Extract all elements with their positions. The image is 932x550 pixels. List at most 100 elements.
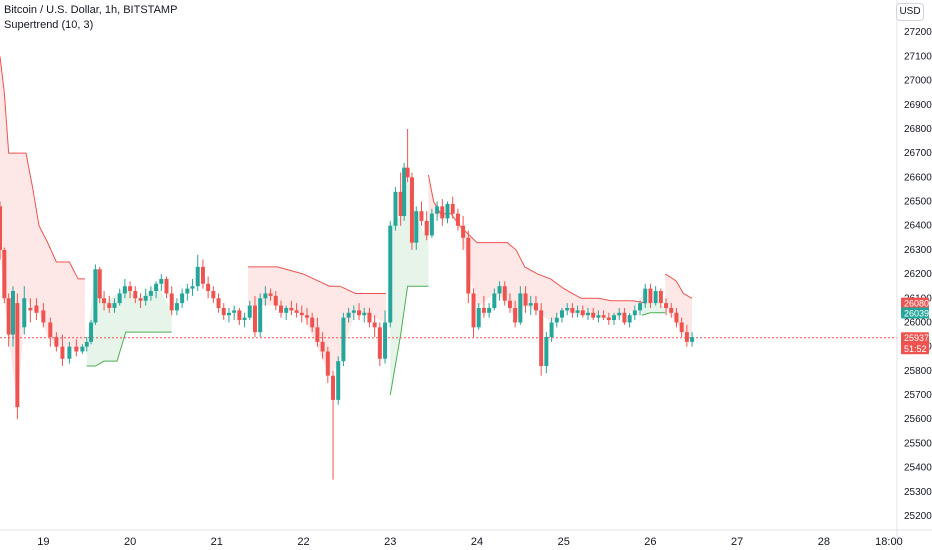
candle-body [664, 303, 669, 308]
candle-body [258, 298, 263, 333]
candle-body [289, 307, 294, 311]
candle-body [414, 211, 419, 243]
candle-body [435, 206, 440, 214]
candle-body [377, 327, 382, 359]
candle [638, 300, 643, 316]
candle-body [0, 206, 2, 250]
candle-body [216, 298, 221, 308]
candle [263, 286, 268, 306]
time-tick-label: 28 [818, 536, 830, 548]
currency-button[interactable]: USD [896, 3, 924, 21]
candle-body [80, 346, 85, 352]
supertrend-down-line [0, 56, 85, 280]
supertrend-down-line [248, 266, 386, 294]
candle [466, 230, 471, 304]
price-tick-label: 26400 [904, 221, 932, 232]
price-tick-label: 26600 [904, 172, 932, 183]
last-price-tag-label: 25937 [904, 333, 929, 343]
candle-body [429, 213, 434, 236]
supertrend-lower-tag-bg [901, 307, 929, 319]
candle-body [294, 310, 299, 313]
candle-body [211, 291, 216, 299]
candle-body [169, 293, 174, 311]
candle [180, 288, 185, 308]
candle [67, 341, 72, 364]
candle [112, 298, 117, 313]
candle [133, 286, 138, 304]
symbol-title[interactable]: Bitcoin / U.S. Dollar, 1h, BITSTAMP [4, 4, 178, 16]
candle-body [22, 298, 27, 328]
candle [367, 307, 372, 328]
candle [402, 162, 407, 221]
supertrend-down-fill [665, 274, 693, 337]
candle-body [247, 305, 252, 318]
candle [492, 288, 497, 311]
price-tick-label: 26900 [904, 100, 932, 111]
candle-body [195, 266, 200, 287]
price-tick-label: 27200 [904, 27, 932, 38]
candle [273, 291, 278, 311]
candle [11, 286, 16, 347]
candle-body [471, 293, 476, 328]
candle [268, 288, 273, 301]
candle [440, 199, 445, 226]
candle [559, 307, 564, 323]
candle-body [97, 269, 102, 299]
candle [346, 307, 351, 323]
candle [169, 286, 174, 316]
candle [627, 312, 632, 328]
candle-body [346, 312, 351, 318]
supertrend-upper-tag-bg [901, 297, 929, 309]
candle [539, 303, 544, 376]
candle [252, 295, 257, 337]
candle-body [159, 278, 164, 284]
candle [28, 298, 33, 323]
candle [409, 172, 414, 250]
candle [388, 220, 393, 328]
candle [612, 312, 617, 325]
candle-body [28, 307, 33, 311]
candle-body [440, 206, 445, 219]
candle-body [41, 310, 46, 323]
candle [372, 315, 377, 337]
candle [34, 298, 39, 321]
candle [544, 332, 549, 374]
candle [41, 303, 46, 328]
candle-body [388, 225, 393, 323]
candle [315, 317, 320, 347]
candle-body [180, 293, 185, 304]
candle [195, 254, 200, 292]
candlestick-series [0, 128, 695, 480]
candle [237, 307, 242, 325]
candle-body [497, 286, 502, 294]
time-tick-label: 23 [384, 536, 396, 548]
candle [305, 307, 310, 325]
candle [164, 276, 169, 299]
candle [507, 293, 512, 313]
candle [206, 276, 211, 299]
candle [299, 305, 304, 323]
price-tick-label: 25800 [904, 366, 932, 377]
candle-body [591, 312, 596, 318]
candle-body [138, 298, 143, 301]
candle-body [185, 288, 190, 294]
supertrend-lower-tag: 26039 [901, 307, 929, 319]
candle-body [341, 317, 346, 362]
candle [502, 281, 507, 306]
candle-body [575, 310, 580, 313]
candle [107, 295, 112, 313]
candle [622, 307, 627, 325]
supertrend-up-line [641, 312, 666, 316]
candle-body [320, 341, 325, 352]
candle-body [242, 317, 247, 321]
candle [591, 307, 596, 321]
candle-body [601, 315, 606, 318]
indicator-title[interactable]: Supertrend (10, 3) [4, 19, 94, 31]
candle [601, 310, 606, 321]
candle [419, 201, 424, 226]
candle-body [226, 312, 231, 316]
time-tick-label: 24 [471, 536, 483, 548]
candle [128, 281, 133, 299]
candle-body [237, 310, 242, 321]
